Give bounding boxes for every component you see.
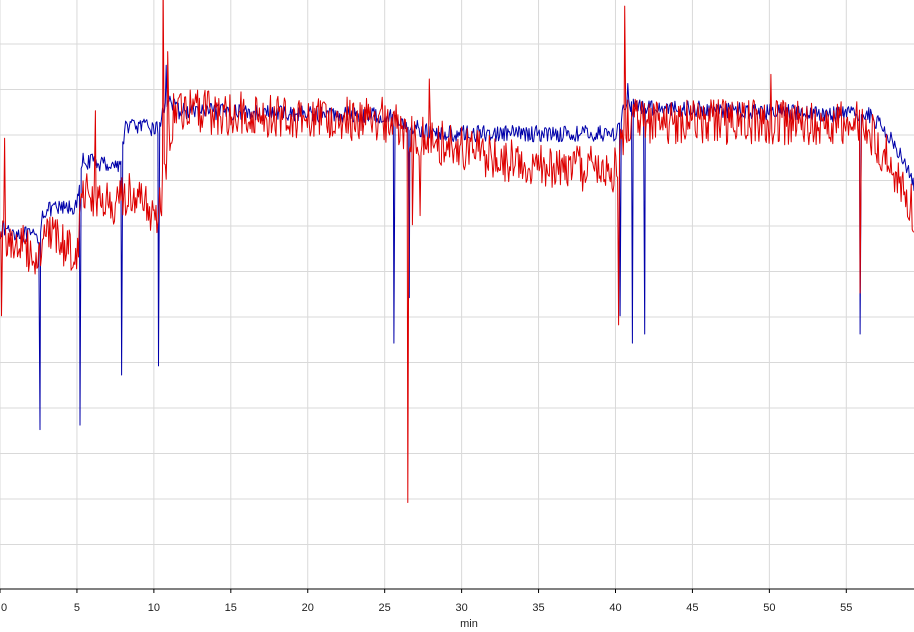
x-tick-label: 20	[302, 602, 314, 614]
x-axis-title: min	[460, 618, 478, 630]
chart-grid	[0, 0, 914, 589]
x-tick-label: 55	[840, 602, 852, 614]
x-tick-label: 25	[379, 602, 391, 614]
x-tick-label: 0	[1, 602, 7, 614]
x-tick-label: 10	[148, 602, 160, 614]
x-tick-label: 30	[455, 602, 467, 614]
x-tick-label: 50	[763, 602, 775, 614]
x-tick-label: 5	[74, 602, 80, 614]
x-tick-label: 40	[609, 602, 621, 614]
x-axis-ticks: 0 5 10 15 20 25 30 35 40 45 50 55	[0, 589, 852, 614]
x-tick-label: 35	[532, 602, 544, 614]
series-line-blue	[0, 64, 914, 431]
x-tick-label: 15	[225, 602, 237, 614]
x-tick-label: 45	[686, 602, 698, 614]
chart-series	[0, 0, 914, 503]
series-line-red	[0, 0, 914, 503]
